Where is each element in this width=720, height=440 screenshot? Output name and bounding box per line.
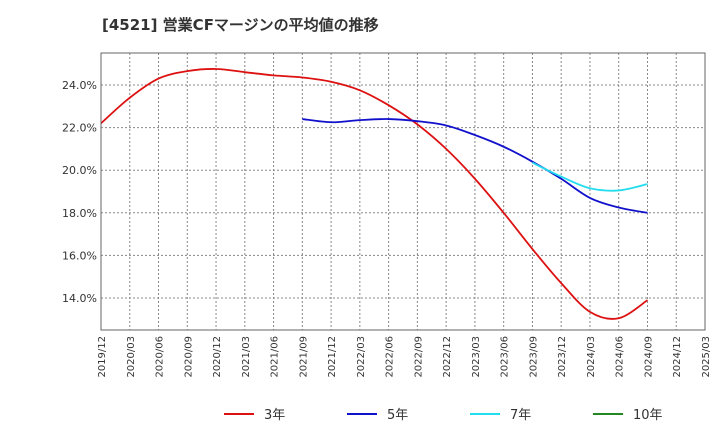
legend-label-2: 7年 bbox=[510, 408, 531, 423]
x-tick-label: 2023/03 bbox=[471, 336, 482, 378]
x-tick-label: 2024/03 bbox=[586, 336, 597, 378]
x-tick-label: 2024/06 bbox=[615, 336, 626, 378]
legend-label-0: 3年 bbox=[264, 408, 285, 423]
chart-title: [4521] 営業CFマージンの平均値の推移 bbox=[102, 16, 379, 34]
y-tick-label: 22.0% bbox=[62, 122, 97, 135]
y-tick-label: 24.0% bbox=[62, 79, 97, 92]
series-line-1 bbox=[302, 118, 648, 214]
x-tick-label: 2021/12 bbox=[327, 336, 338, 378]
x-tick-label: 2025/03 bbox=[701, 336, 712, 378]
x-tick-label: 2024/12 bbox=[672, 336, 683, 378]
x-tick-label: 2021/09 bbox=[298, 336, 309, 378]
x-tick-label: 2020/12 bbox=[212, 336, 223, 378]
y-tick-label: 18.0% bbox=[62, 207, 97, 220]
x-tick-label: 2022/03 bbox=[356, 336, 367, 378]
x-tick-label: 2023/09 bbox=[528, 336, 539, 378]
y-axis-ticks: 14.0% 16.0% 18.0% 20.0% 22.0% 24.0% bbox=[62, 79, 97, 305]
y-tick-label: 14.0% bbox=[62, 292, 97, 305]
x-tick-label: 2022/06 bbox=[385, 336, 396, 378]
x-tick-label: 2021/03 bbox=[241, 336, 252, 378]
x-tick-label: 2023/06 bbox=[500, 336, 511, 378]
x-tick-label: 2022/12 bbox=[442, 336, 453, 378]
legend-label-1: 5年 bbox=[387, 408, 408, 423]
x-axis-ticks: 2019/12 2020/03 2020/06 2020/09 2020/12 2021/… bbox=[97, 336, 712, 378]
plot-background bbox=[101, 53, 705, 330]
x-tick-label: 2022/09 bbox=[413, 336, 424, 378]
x-tick-label: 2021/06 bbox=[270, 336, 281, 378]
x-tick-label: 2020/09 bbox=[183, 336, 194, 378]
y-tick-label: 16.0% bbox=[62, 249, 97, 262]
x-tick-label: 2019/12 bbox=[97, 336, 108, 378]
grid-lines bbox=[101, 53, 705, 330]
plot-border bbox=[100, 52, 706, 331]
x-tick-label: 2024/09 bbox=[643, 336, 654, 378]
series-line-0 bbox=[100, 68, 648, 320]
y-tick-label: 20.0% bbox=[62, 164, 97, 177]
x-tick-label: 2020/06 bbox=[155, 336, 166, 378]
series-line-2 bbox=[532, 161, 648, 192]
series-lines bbox=[100, 68, 648, 320]
x-tick-label: 2020/03 bbox=[126, 336, 137, 378]
legend-label-3: 10年 bbox=[633, 408, 663, 423]
x-tick-label: 2023/12 bbox=[557, 336, 568, 378]
legend: 3年 5年 7年 10年 bbox=[224, 408, 663, 423]
